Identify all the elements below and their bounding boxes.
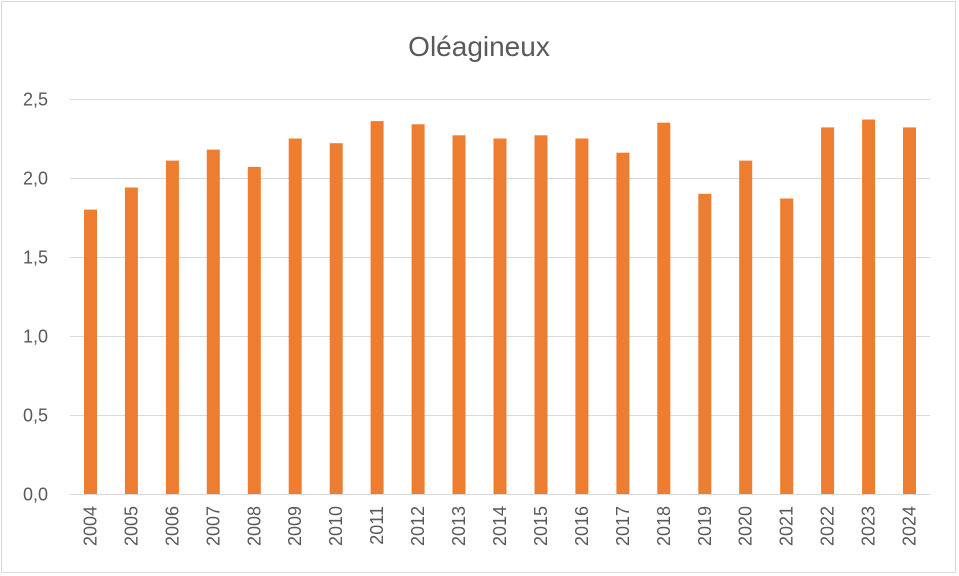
bar-2013 xyxy=(452,135,466,495)
bar-2020 xyxy=(739,160,753,494)
y-tick-label: 2,5 xyxy=(23,90,48,110)
x-tick-label: 2009 xyxy=(285,506,305,546)
bar-2017 xyxy=(616,152,630,494)
y-tick-label: 1,5 xyxy=(23,248,48,268)
x-tick-label: 2023 xyxy=(859,506,879,546)
x-tick-label: 2007 xyxy=(203,506,223,546)
x-tick-label: 2006 xyxy=(162,506,182,546)
x-tick-label: 2020 xyxy=(736,506,756,546)
x-tick-label: 2004 xyxy=(80,506,100,546)
y-tick-label: 0,5 xyxy=(23,406,48,426)
x-tick-label: 2005 xyxy=(121,506,141,546)
x-tick-label: 2010 xyxy=(326,506,346,546)
x-tick-label: 2018 xyxy=(654,506,674,546)
bar-2019 xyxy=(698,193,712,495)
x-axis-ticks: 2004 2005 2006 2007 2008 2009 2010 2011 2012 2013… xyxy=(80,506,919,546)
bar-2012 xyxy=(411,124,425,495)
bar-2014 xyxy=(493,138,507,494)
x-tick-label: 2012 xyxy=(408,506,428,546)
x-tick-label: 2017 xyxy=(613,506,633,546)
bar-2006 xyxy=(165,160,179,494)
bar-2011 xyxy=(370,121,384,494)
bar-2008 xyxy=(247,166,261,494)
x-tick-label: 2015 xyxy=(531,506,551,546)
y-axis-ticks: 0,0 0,5 1,0 1,5 2,0 2,5 xyxy=(23,90,48,505)
x-tick-label: 2014 xyxy=(490,506,510,546)
bar-2009 xyxy=(288,138,302,494)
x-tick-label: 2021 xyxy=(777,506,797,546)
bar-2016 xyxy=(575,138,589,494)
x-tick-label: 2016 xyxy=(572,506,592,546)
bar-2004 xyxy=(84,209,97,494)
x-tick-label: 2008 xyxy=(244,506,264,546)
chart-title: Oléagineux xyxy=(408,31,550,62)
y-tick-label: 1,0 xyxy=(23,327,48,347)
bar-2007 xyxy=(206,149,220,494)
x-tick-label: 2013 xyxy=(449,506,469,546)
bar-2022 xyxy=(821,127,835,495)
bar-2024 xyxy=(903,127,916,495)
x-tick-label: 2019 xyxy=(695,506,715,546)
bar-2015 xyxy=(534,135,548,495)
bar-2010 xyxy=(329,143,343,494)
y-tick-label: 2,0 xyxy=(23,169,48,189)
y-tick-label: 0,0 xyxy=(23,485,48,505)
x-tick-label: 2024 xyxy=(900,506,920,546)
x-tick-label: 2011 xyxy=(367,506,387,545)
bar-2018 xyxy=(657,122,671,494)
x-tick-label: 2022 xyxy=(818,506,838,546)
bar-2023 xyxy=(862,119,876,494)
bar-2005 xyxy=(124,187,138,494)
bar-2021 xyxy=(780,198,794,494)
bars xyxy=(84,119,916,495)
